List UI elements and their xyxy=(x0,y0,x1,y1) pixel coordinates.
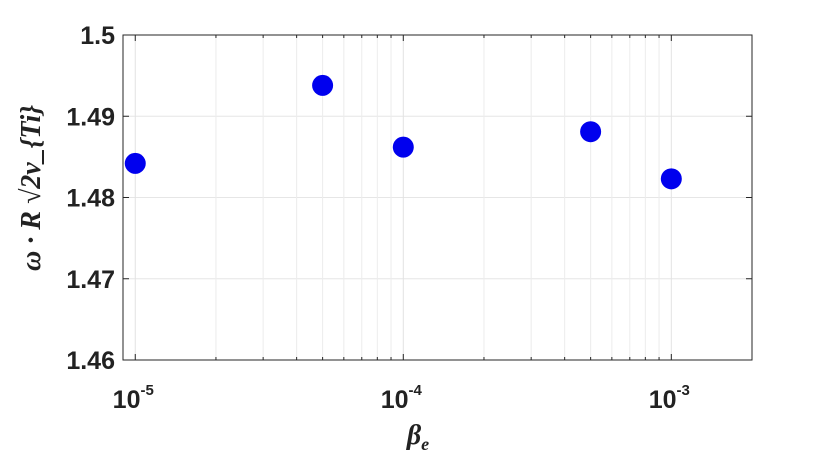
y-tick-label: 1.47 xyxy=(66,266,115,294)
plot-frame xyxy=(122,34,753,361)
x-tick-label: 10-4 xyxy=(381,382,423,414)
data-point xyxy=(312,74,334,96)
y-tick-labels: 1.46 1.47 1.48 1.49 1.5 xyxy=(66,22,115,375)
x-axis-label-sub: e xyxy=(421,434,429,454)
x-tick-label: 10-5 xyxy=(113,382,154,414)
x-tick-labels: 10-5 10-4 10-3 xyxy=(113,382,690,414)
y-tick-label: 1.49 xyxy=(66,103,115,131)
y-tick-label: 1.48 xyxy=(66,185,115,213)
y-tick-label: 1.5 xyxy=(80,22,115,50)
x-tick-label: 10-3 xyxy=(649,382,690,414)
y-tick-label: 1.46 xyxy=(66,347,115,375)
x-axis-label: βe xyxy=(406,420,429,454)
data-points xyxy=(124,74,682,190)
x-axis-label-base: β xyxy=(406,420,422,451)
y-axis-label: ω · R √2v_{Ti} xyxy=(16,105,47,271)
data-point xyxy=(580,121,602,143)
data-point xyxy=(392,136,414,158)
data-point xyxy=(660,168,682,190)
data-point xyxy=(124,152,146,174)
